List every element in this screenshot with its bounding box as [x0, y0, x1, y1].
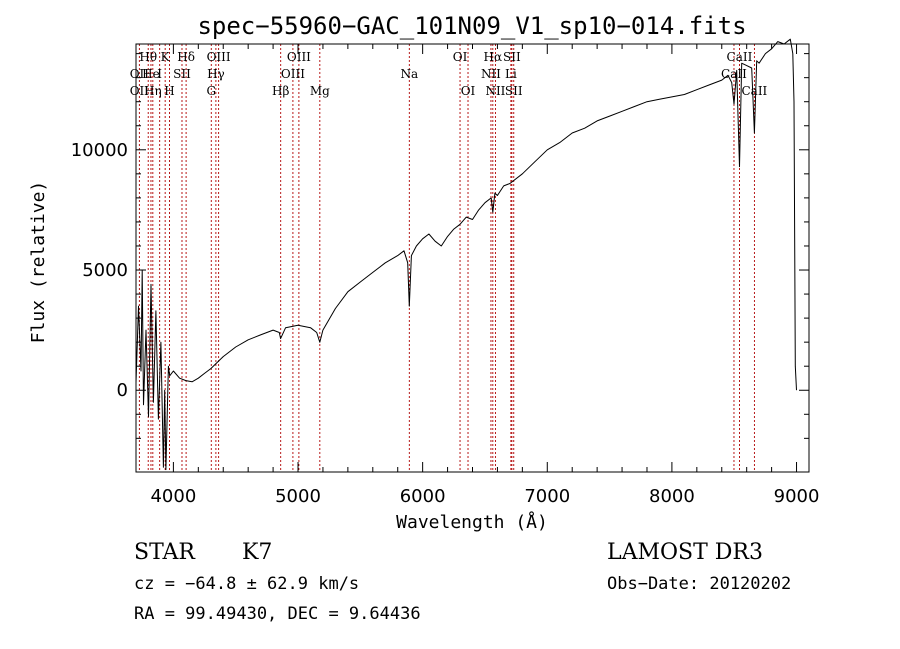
spectral-line-label: OII — [130, 84, 150, 98]
object-class: STAR — [134, 540, 195, 565]
spectral-line-label: He — [142, 67, 160, 81]
spectral-line-label: H — [164, 84, 174, 98]
spectral-line-label: NII — [485, 84, 505, 98]
spectral-line-label: I — [157, 67, 162, 81]
spectral-line-label: Hθ — [139, 50, 157, 64]
spectral-line-label: NII — [481, 67, 501, 81]
y-axis-label: Flux (relative) — [28, 181, 49, 344]
coordinates: RA = 99.49430, DEC = 9.64436 — [134, 604, 421, 624]
spectral-line-label: Na — [400, 67, 418, 81]
spectrum-series — [135, 38, 797, 471]
redshift-velocity: cz = −64.8 ± 62.9 km/s — [134, 574, 360, 594]
spectral-line-label: OI — [461, 84, 476, 98]
observation-date: Obs−Date: 20120202 — [607, 574, 792, 594]
survey-name: LAMOST DR3 — [607, 540, 763, 565]
spectral-line-label: OIII — [281, 67, 305, 81]
spectral-line-label: SII — [503, 50, 521, 64]
spectral-line-markers — [138, 44, 755, 472]
y-tick-label: 5000 — [82, 260, 128, 281]
spectral-line-label: Hβ — [272, 84, 289, 98]
spectral-line-label: K — [161, 50, 171, 64]
x-tick-label: 6000 — [400, 486, 446, 507]
x-tick-label: 5000 — [275, 486, 321, 507]
object-subclass: K7 — [242, 540, 273, 565]
spectral-line-label: OIII — [287, 50, 311, 64]
spectral-line-label: OII — [130, 67, 150, 81]
spectral-line-label: CaII — [741, 84, 767, 98]
x-tick-label: 7000 — [524, 486, 570, 507]
spectral-line-label: OIII — [207, 50, 231, 64]
chart-title: spec−55960−GAC_101N09_V1_sp10−014.fits — [197, 12, 746, 40]
x-tick-label: 8000 — [649, 486, 695, 507]
spectral-line-label: SII — [505, 84, 523, 98]
spectral-line-label: Hδ — [177, 50, 195, 64]
plot-frame — [135, 43, 810, 473]
spectral-line-label: SII — [173, 67, 191, 81]
x-tick-label: 4000 — [150, 486, 196, 507]
spectral-line-label: Li — [505, 67, 517, 81]
y-tick-label: 0 — [117, 380, 128, 401]
spectral-line-label: CaII — [721, 67, 747, 81]
spectral-line-label: CaII — [727, 50, 753, 64]
spectral-line-label: Hγ — [207, 67, 225, 81]
y-tick-label: 10000 — [71, 140, 128, 161]
x-tick-label: 9000 — [774, 486, 820, 507]
spectral-line-label: OI — [453, 50, 468, 64]
spectrum-line — [135, 38, 797, 471]
spectral-line-label: Mg — [310, 84, 330, 98]
x-axis-label: Wavelength (Å) — [396, 511, 548, 533]
spectral-line-label: G — [206, 84, 216, 98]
spectral-line-label: Hη — [144, 84, 162, 98]
axis-ticks: 4000 5000 6000 7000 8000 9000 0 5000 10000 — [71, 44, 820, 507]
spectral-line-label: Hα — [484, 50, 503, 64]
